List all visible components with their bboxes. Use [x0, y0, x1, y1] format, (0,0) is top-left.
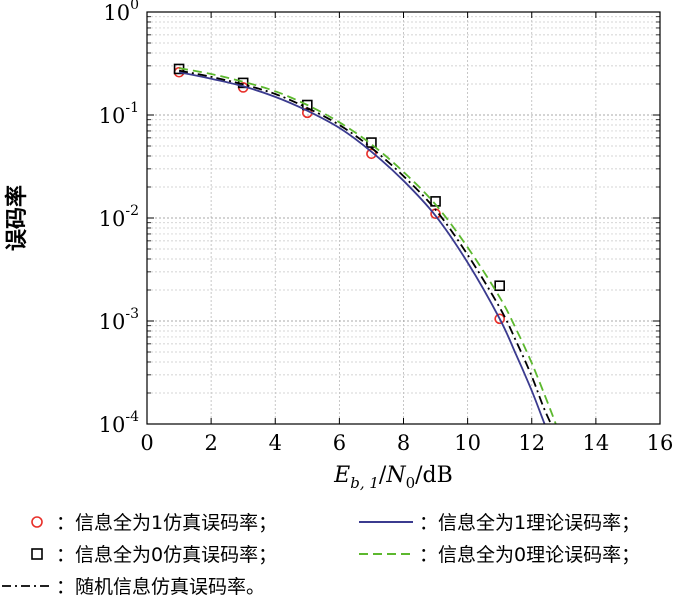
legend-item-sim-zeros: ：信息全为0仿真误码率；: [20, 540, 277, 567]
y-axis-label: 误码率: [4, 185, 30, 251]
series-line-solid: [178, 71, 546, 425]
x-tick-label: 12: [518, 431, 545, 455]
x-tick-label: 4: [269, 431, 282, 455]
legend: ：信息全为1仿真误码率； ：信息全为1理论误码率； ：信息全为0仿真误码率； ：…: [0, 502, 700, 602]
dashed-line-icon: [359, 552, 413, 555]
y-tick-label: 10-3: [99, 306, 139, 334]
square-marker-icon: [31, 547, 43, 560]
ber-chart: 0 2 4 6 8 10 12 14 16 100 10-1 10-2 10-3 10-4 误码率 Eb,…: [4, 0, 674, 492]
data-point-circle: [494, 313, 505, 325]
x-tick-label: 10: [454, 431, 481, 455]
x-tick-label: 16: [647, 431, 674, 455]
y-tick-label: 100: [103, 0, 139, 25]
x-tick-label: 14: [583, 431, 610, 455]
grid: [147, 12, 660, 424]
x-label-e-sub: b, 1: [350, 474, 379, 492]
x-tick-label: 0: [140, 431, 153, 455]
x-label-slash: /: [379, 463, 387, 488]
x-tick-label: 8: [397, 431, 410, 455]
legend-label: ：信息全为0理论误码率；: [419, 544, 641, 566]
x-label-e: E: [333, 463, 350, 488]
series-line-dashed: [178, 67, 557, 425]
x-axis-label: Eb, 1/N0/dB: [333, 463, 453, 492]
x-label-unit: /dB: [415, 463, 453, 488]
y-tick-label: 10-1: [99, 100, 139, 128]
legend-item-random: ：随机信息仿真误码率。: [0, 572, 265, 599]
y-tick-label: 10-2: [99, 203, 139, 231]
data-point-square: [494, 280, 505, 292]
legend-item-theory-ones: ：信息全为1理论误码率；: [355, 508, 640, 535]
legend-label: ：信息全为1理论误码率；: [419, 512, 641, 534]
y-tick-label: 10-4: [99, 409, 139, 437]
dashdot-line-icon: [2, 584, 52, 587]
x-tick-label: 6: [333, 431, 346, 455]
legend-item-sim-ones: ：信息全为1仿真误码率；: [20, 508, 277, 535]
legend-item-theory-zeros: ：信息全为0理论误码率；: [355, 540, 640, 567]
legend-label: ：信息全为0仿真误码率；: [56, 544, 278, 566]
circle-marker-icon: [31, 515, 43, 528]
solid-line-icon: [359, 520, 413, 523]
plot-area: [173, 63, 557, 425]
x-label-n-sub: 0: [406, 474, 416, 492]
series-line-dashdot: [178, 69, 552, 425]
axis-ticks: 0 2 4 6 8 10 12 14 16 100 10-1 10-2 10-3 10-4: [99, 0, 674, 455]
x-label-n: N: [385, 463, 406, 488]
legend-label: ：随机信息仿真误码率。: [56, 576, 266, 598]
x-tick-label: 2: [204, 431, 217, 455]
data-point-circle: [366, 148, 377, 160]
legend-label: ：信息全为1仿真误码率；: [56, 512, 278, 534]
